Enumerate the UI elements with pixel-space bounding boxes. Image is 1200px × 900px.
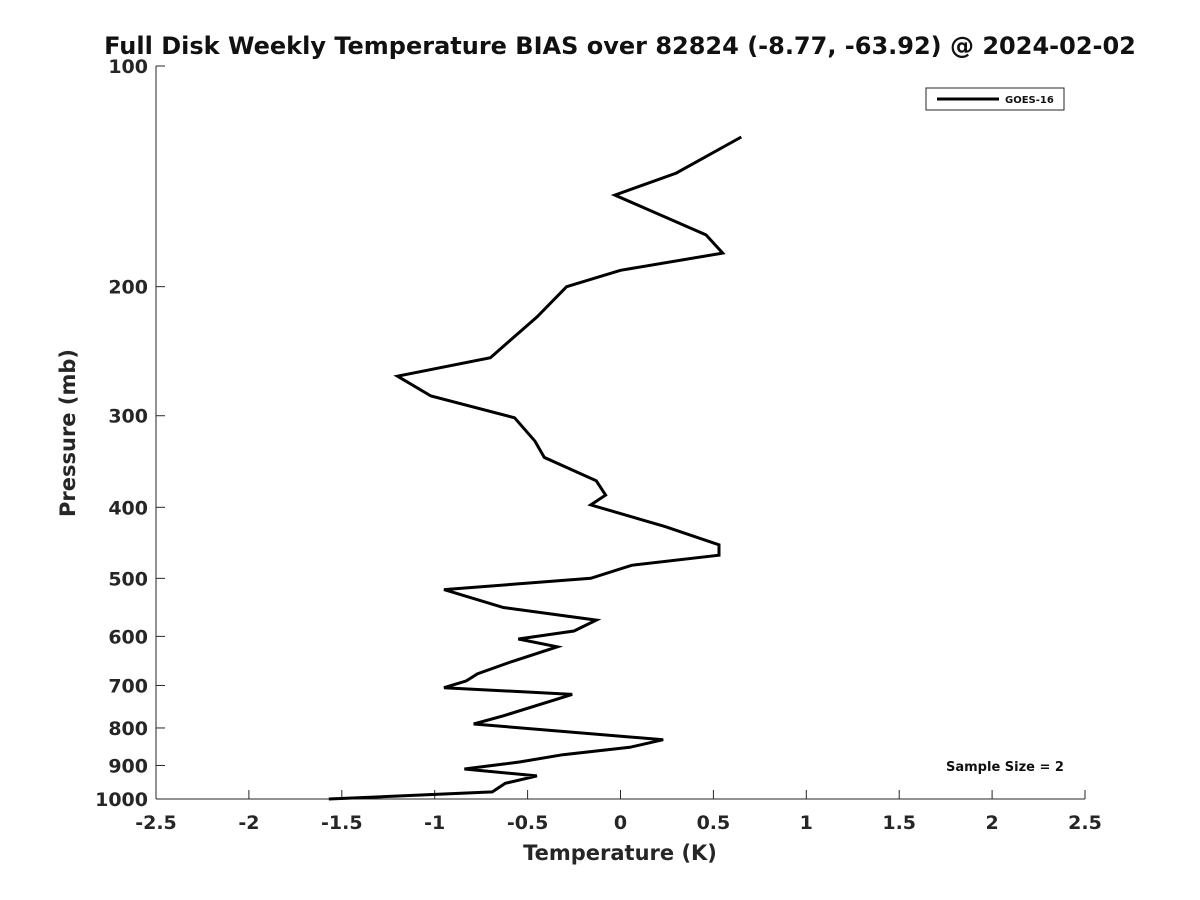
sample-size-annotation: Sample Size = 2 xyxy=(946,760,1064,775)
x-tick-label: 1.5 xyxy=(882,812,916,834)
x-tick-label: 2 xyxy=(985,812,998,834)
y-tick-label: 200 xyxy=(108,277,148,299)
legend-label-goes-16: GOES-16 xyxy=(1005,95,1054,106)
legend: GOES-16 xyxy=(925,87,1065,111)
chart-title: Full Disk Weekly Temperature BIAS over 8… xyxy=(104,32,1136,60)
plot-axes: -2.5 -2 -1.5 -1 -0.5 0 0.5 1 1.5 2 2.5 100 200 300 400… xyxy=(95,56,1102,834)
y-tick-label: 700 xyxy=(108,675,148,697)
y-tick-label: 600 xyxy=(108,626,148,648)
y-axis-label: Pressure (mb) xyxy=(56,349,80,517)
x-tick-label: -0.5 xyxy=(507,812,549,834)
series-line-goes-16 xyxy=(328,135,743,801)
x-tick-label: -2.5 xyxy=(135,812,177,834)
x-tick-label: 1 xyxy=(800,812,813,834)
x-tick-label: 0.5 xyxy=(697,812,731,834)
x-tick-label: 0 xyxy=(614,812,627,834)
series-layer xyxy=(328,135,743,801)
x-axis-label: Temperature (K) xyxy=(523,841,717,865)
y-tick-label: 1000 xyxy=(95,789,148,811)
y-tick-label: 800 xyxy=(108,718,148,740)
x-tick-label: -2 xyxy=(238,812,259,834)
y-tick-label: 400 xyxy=(108,497,148,519)
x-tick-label: -1 xyxy=(424,812,445,834)
x-tick-label: 2.5 xyxy=(1068,812,1102,834)
x-tick-label: -1.5 xyxy=(321,812,363,834)
y-tick-label: 900 xyxy=(108,755,148,777)
y-tick-label: 500 xyxy=(108,568,148,590)
y-tick-label: 100 xyxy=(108,56,148,78)
y-tick-label: 300 xyxy=(108,406,148,428)
